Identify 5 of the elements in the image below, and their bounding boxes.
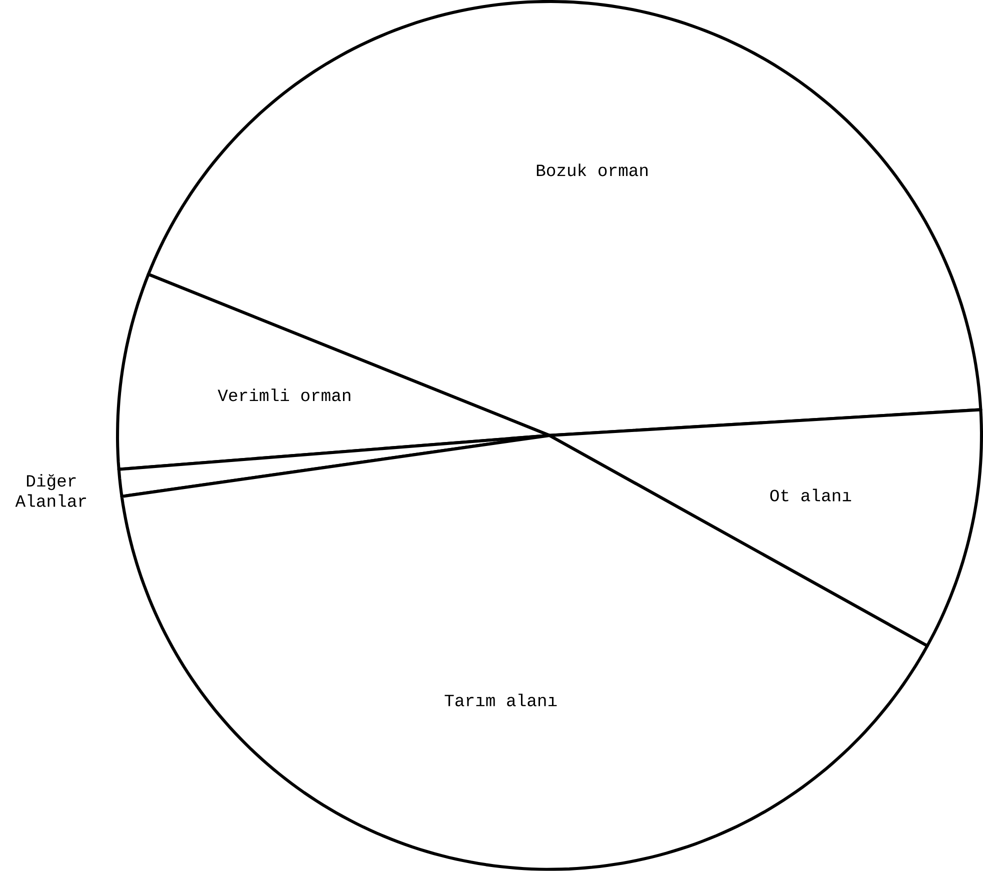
slice-label: Tarım alanı	[444, 694, 557, 706]
slice-label: Diğer Alanlar	[15, 474, 86, 507]
slice-label: Bozuk orman	[536, 164, 648, 176]
slice-label: Verimli orman	[218, 388, 350, 402]
slice-label: Ot alanı	[770, 488, 852, 502]
